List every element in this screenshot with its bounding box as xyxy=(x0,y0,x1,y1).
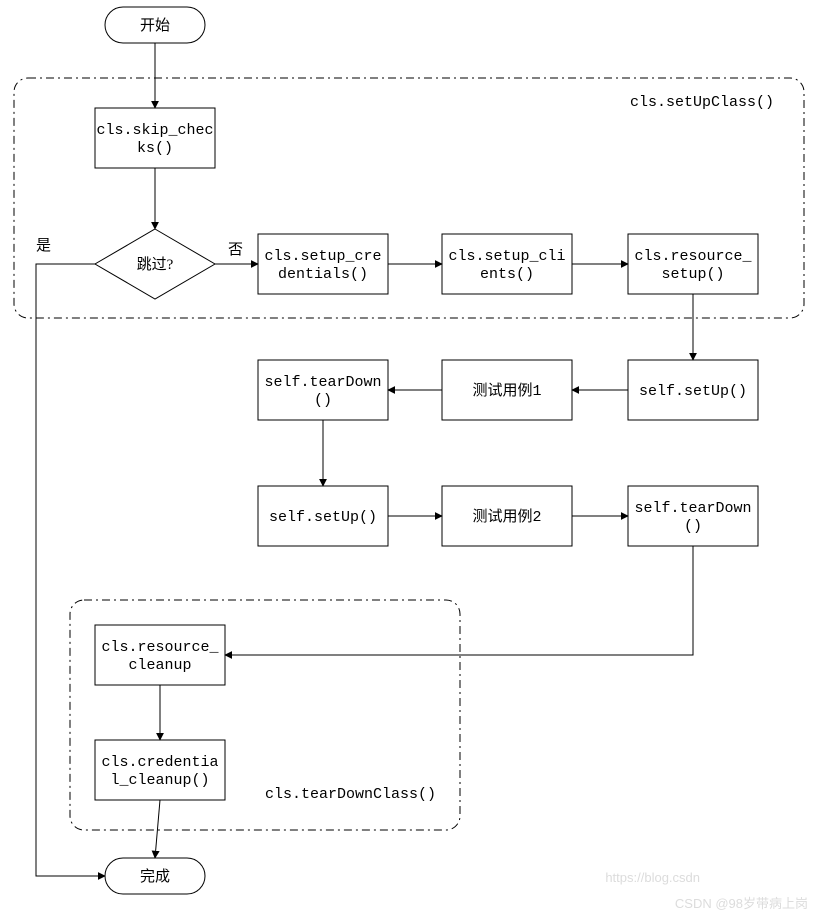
svg-text:cls.credentia: cls.credentia xyxy=(101,754,218,771)
svg-text:cls.resource_: cls.resource_ xyxy=(101,639,219,656)
svg-text:self.setUp(): self.setUp() xyxy=(639,383,747,400)
edge xyxy=(155,800,160,858)
svg-text:(): () xyxy=(314,392,332,409)
svg-text:cls.skip_chec: cls.skip_chec xyxy=(96,122,213,139)
svg-text:cls.setup_cli: cls.setup_cli xyxy=(448,248,565,265)
svg-text:self.tearDown: self.tearDown xyxy=(264,374,381,391)
edge-label-yes: 是 xyxy=(36,238,51,254)
watermark-blog: https://blog.csdn xyxy=(605,870,700,885)
svg-text:(): () xyxy=(684,518,702,535)
edge-label-no: 否 xyxy=(228,242,243,258)
watermark-author: CSDN @98岁带病上岗 xyxy=(675,896,808,911)
flowchart-canvas: cls.setUpClass() cls.tearDownClass() 开始 c… xyxy=(0,0,823,922)
svg-text:dentials(): dentials() xyxy=(278,266,368,283)
svg-text:ks(): ks() xyxy=(137,140,173,157)
group-teardownclass-label: cls.tearDownClass() xyxy=(265,786,436,803)
svg-text:开始: 开始 xyxy=(140,17,170,34)
svg-text:ents(): ents() xyxy=(480,266,534,283)
group-setupclass-label: cls.setUpClass() xyxy=(630,94,774,111)
svg-text:测试用例1: 测试用例1 xyxy=(472,382,541,400)
svg-text:跳过?: 跳过? xyxy=(137,256,174,273)
svg-text:cls.resource_: cls.resource_ xyxy=(634,248,752,265)
svg-text:cls.setup_cre: cls.setup_cre xyxy=(264,248,381,265)
svg-text:完成: 完成 xyxy=(140,868,170,885)
svg-text:setup(): setup() xyxy=(661,266,724,283)
svg-text:self.tearDown: self.tearDown xyxy=(634,500,751,517)
svg-text:self.setUp(): self.setUp() xyxy=(269,509,377,526)
svg-text:测试用例2: 测试用例2 xyxy=(472,508,541,526)
svg-text:l_cleanup(): l_cleanup() xyxy=(110,772,209,789)
svg-text:cleanup: cleanup xyxy=(128,657,191,674)
